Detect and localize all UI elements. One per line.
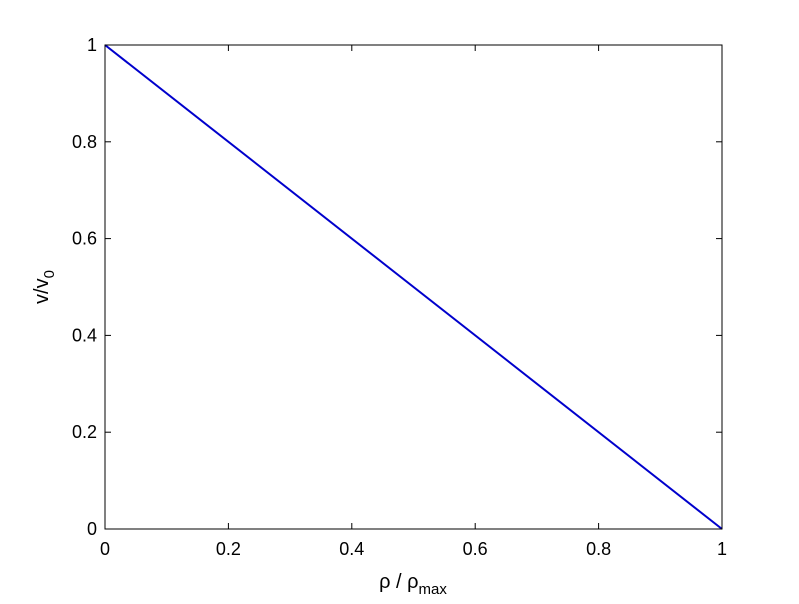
series-line-0 bbox=[104, 44, 723, 530]
x-tick-label-3: 0.6 bbox=[463, 539, 488, 559]
y-tick-label-0: 0 bbox=[87, 519, 97, 539]
axes-box bbox=[104, 44, 723, 530]
x-axis-label: ρ / ρmax bbox=[379, 571, 447, 598]
y-tick-label-3: 0.6 bbox=[72, 229, 97, 249]
y-tick-label-5: 1 bbox=[87, 35, 97, 55]
x-tick-label-0: 0 bbox=[100, 539, 110, 559]
y-tick-label-4: 0.8 bbox=[72, 132, 97, 152]
y-tick-label-2: 0.4 bbox=[72, 325, 97, 345]
series-layer bbox=[104, 44, 723, 530]
y-axis-label: v/v0 bbox=[31, 270, 58, 304]
x-tick-label-4: 0.8 bbox=[586, 539, 611, 559]
x-axis-label-sub: max bbox=[419, 581, 448, 598]
y-axis-label-sub: 0 bbox=[41, 270, 58, 278]
x-tick-label-2: 0.4 bbox=[339, 539, 364, 559]
y-tick-label-1: 0.2 bbox=[72, 422, 97, 442]
y-tick-labels: 0 0.2 0.4 0.6 0.8 1 bbox=[72, 35, 97, 539]
x-axis-label-base: ρ / ρ bbox=[379, 571, 418, 593]
ticks-layer bbox=[104, 44, 723, 530]
x-tick-labels: 0 0.2 0.4 0.6 0.8 1 bbox=[100, 539, 727, 559]
x-tick-label-5: 1 bbox=[717, 539, 727, 559]
y-axis-label-base: v/v bbox=[31, 278, 53, 304]
x-tick-label-1: 0.2 bbox=[216, 539, 241, 559]
